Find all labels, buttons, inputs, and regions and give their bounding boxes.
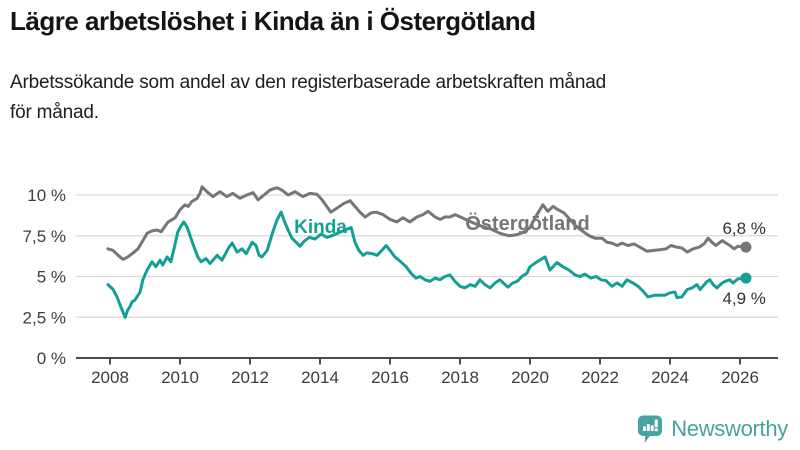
y-axis-tick-label: 0 % xyxy=(37,349,66,368)
x-axis-tick-label: 2024 xyxy=(651,368,689,387)
page-title: Lägre arbetslöshet i Kinda än i Östergöt… xyxy=(10,6,536,36)
series-line-östergötland xyxy=(106,185,748,261)
end-dot-kinda xyxy=(740,272,752,284)
newsworthy-logo: Newsworthy xyxy=(637,414,788,444)
y-axis-tick-label: 5 % xyxy=(37,268,66,287)
x-axis-tick-label: 2010 xyxy=(161,368,199,387)
bar-chart-speech-bubble-icon xyxy=(638,415,663,443)
y-axis-tick-label: 7,5 % xyxy=(23,227,66,246)
x-axis-tick-label: 2018 xyxy=(441,368,479,387)
x-axis-tick-label: 2026 xyxy=(721,368,759,387)
x-axis-tick-label: 2012 xyxy=(231,368,269,387)
chart-subtitle-line-1: Arbetssökande som andel av den registerb… xyxy=(10,72,607,93)
newsworthy-wordmark: Newsworthy xyxy=(671,416,788,441)
chart-subtitle-line-2: för månad. xyxy=(10,102,99,123)
y-axis-tick-label: 10 % xyxy=(27,186,66,205)
end-value-label: 6,8 % xyxy=(722,219,765,238)
end-dot-östergötland xyxy=(740,241,752,253)
x-axis-tick-label: 2016 xyxy=(371,368,409,387)
series-label-östergötland: Östergötland xyxy=(465,212,589,235)
series-line-kinda xyxy=(106,210,748,319)
x-axis-tick-label: 2022 xyxy=(581,368,619,387)
end-value-label: 4,9 % xyxy=(722,289,765,308)
x-axis-tick-label: 2008 xyxy=(91,368,129,387)
x-axis-tick-label: 2014 xyxy=(301,368,339,387)
series-label-kinda: Kinda xyxy=(294,217,347,238)
x-axis-tick-label: 2020 xyxy=(511,368,549,387)
y-axis-tick-label: 2,5 % xyxy=(23,308,66,327)
